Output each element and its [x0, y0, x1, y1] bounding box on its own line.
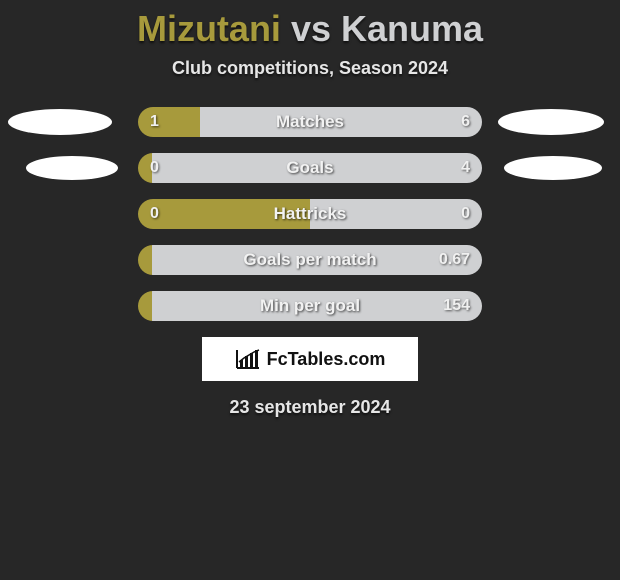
player2-photo-placeholder	[504, 156, 602, 180]
stat-left-value: 0	[150, 153, 159, 183]
player1-name: Mizutani	[137, 8, 281, 49]
date-label: 23 september 2024	[0, 397, 620, 418]
stat-bar	[138, 153, 482, 183]
stat-bar	[138, 107, 482, 137]
bar-right-fill	[152, 245, 482, 275]
stat-right-value: 6	[461, 107, 470, 137]
player2-photo-placeholder	[498, 109, 604, 135]
stat-row: 04Goals	[0, 153, 620, 183]
brand-text: FcTables.com	[267, 349, 386, 370]
stat-bar	[138, 291, 482, 321]
stat-bar	[138, 245, 482, 275]
vs-label: vs	[291, 8, 331, 49]
player2-name: Kanuma	[341, 8, 483, 49]
subtitle: Club competitions, Season 2024	[0, 58, 620, 79]
stat-left-value: 1	[150, 107, 159, 137]
bar-left-fill	[138, 107, 200, 137]
stat-row: 16Matches	[0, 107, 620, 137]
stat-bar	[138, 199, 482, 229]
bar-left-fill	[138, 199, 310, 229]
bar-left-fill	[138, 245, 152, 275]
bar-left-fill	[138, 291, 152, 321]
bar-right-fill	[152, 291, 482, 321]
stat-right-value: 0	[461, 199, 470, 229]
stat-right-value: 4	[461, 153, 470, 183]
bar-right-fill	[200, 107, 482, 137]
player1-photo-placeholder	[8, 109, 112, 135]
brand-box: FcTables.com	[202, 337, 418, 381]
comparison-infographic: Mizutani vs Kanuma Club competitions, Se…	[0, 0, 620, 580]
bar-right-fill	[310, 199, 482, 229]
stat-row: 154Min per goal	[0, 291, 620, 321]
stat-right-value: 0.67	[439, 245, 470, 275]
chart-icon	[235, 348, 261, 370]
stat-right-value: 154	[443, 291, 470, 321]
player1-photo-placeholder	[26, 156, 118, 180]
stats-rows: 16Matches04Goals00Hattricks0.67Goals per…	[0, 107, 620, 321]
title: Mizutani vs Kanuma	[0, 0, 620, 50]
stat-row: 0.67Goals per match	[0, 245, 620, 275]
stat-row: 00Hattricks	[0, 199, 620, 229]
stat-left-value: 0	[150, 199, 159, 229]
bar-right-fill	[152, 153, 482, 183]
